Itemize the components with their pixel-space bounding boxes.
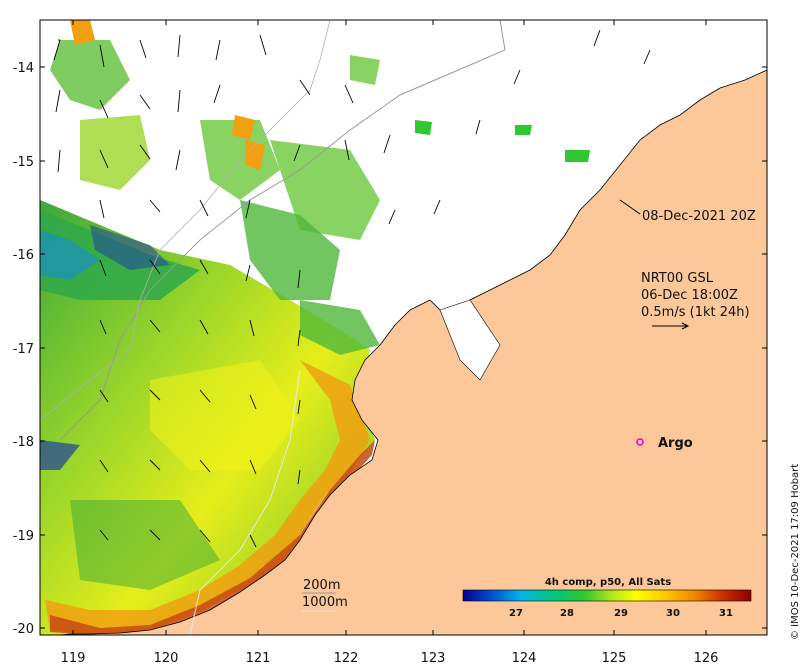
colorbar-gradient [462,589,752,602]
colorbar-tick: 27 [509,608,523,619]
scale-arrow [652,322,690,330]
y-tick-label: -15 [13,155,34,170]
colorbar-title: 4h comp, p50, All Sats [545,577,671,588]
colorbar-tick: 31 [719,608,733,619]
x-tick-label: 125 [602,651,627,666]
timestamp-label: 08-Dec-2021 20Z [642,209,756,224]
isobaths [40,20,506,635]
x-tick-label: 119 [61,651,86,666]
y-tick-label: -20 [13,622,34,637]
land-mass [59,69,767,635]
credit-text: © IMOS 10-Dec-2021 17:09 Hobart [790,464,801,640]
colorbar-tick: 30 [666,608,680,619]
colorbar-tick: 29 [614,608,628,619]
sst-field [40,20,590,635]
argo-label: Argo [658,436,693,451]
colorbar: 4h comp, p50, All Sats 27 28 29 30 31 [462,577,752,619]
x-tick-label: 120 [154,651,179,666]
y-tick-label: -16 [13,248,34,263]
x-tick-label: 124 [512,651,537,666]
map-frame [39,19,768,636]
current-vectors [53,29,651,548]
current-source-label: NRT00 GSL [641,271,714,286]
colorbar-tick: 28 [560,608,574,619]
argo-marker [636,438,644,446]
x-tick-label: 121 [246,651,271,666]
y-tick-label: -17 [13,342,34,357]
kimberley-inlet [439,299,501,381]
current-time-label: 06-Dec 18:00Z [641,288,738,303]
timestamp-leader [619,199,641,215]
x-tick-label: 123 [421,651,446,666]
y-tick-label: -19 [13,529,34,544]
isobath-1000-label: 1000m [302,595,348,610]
y-tick-label: -14 [13,61,34,76]
x-tick-label: 122 [334,651,359,666]
x-tick-label: 126 [694,651,719,666]
current-scale-label: 0.5m/s (1kt 24h) [641,305,750,320]
y-tick-label: -18 [13,435,34,450]
isobath-200-label: 200m [303,578,340,593]
x-axis: 119 120 121 122 123 124 125 126 [61,20,719,666]
y-axis: -14 -15 -16 -17 -18 -19 -20 [13,61,767,637]
map-area [40,20,767,635]
